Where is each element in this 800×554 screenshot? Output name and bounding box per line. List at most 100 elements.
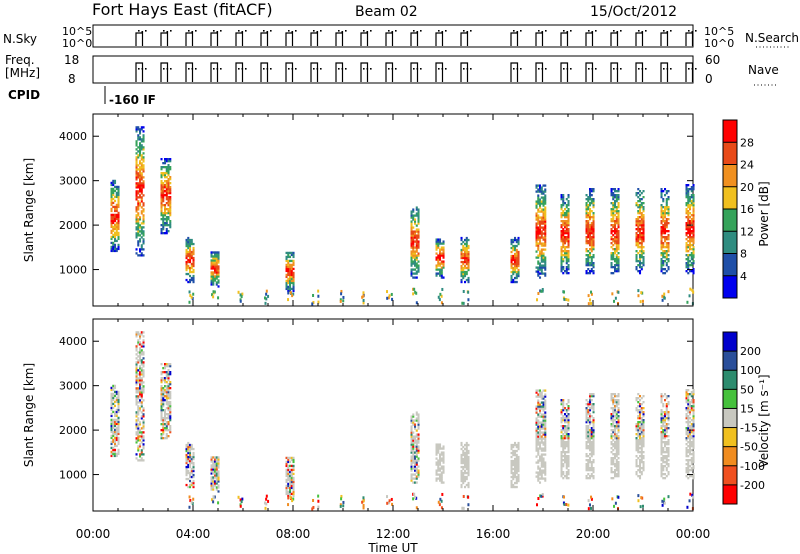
velocity-pixel: [567, 463, 570, 466]
power-pixel: [665, 252, 668, 255]
power-pixel: [685, 194, 688, 197]
velocity-pixel: [160, 423, 163, 426]
power-pixel: [537, 198, 540, 201]
velocity-pixel: [515, 485, 518, 489]
velocity-pixel: [640, 421, 643, 424]
power-pixel: [515, 256, 518, 260]
power-colorbar-swatch: [723, 209, 737, 232]
power-pixel: [112, 191, 115, 195]
velocity-pixel: [589, 403, 592, 406]
power-pixel: [169, 204, 172, 207]
velocity-pixel: [135, 367, 138, 370]
power-pixel: [687, 258, 690, 261]
power-pixel: [590, 216, 593, 219]
power-pixel: [589, 301, 592, 305]
velocity-pixel: [589, 429, 592, 432]
power-pixel: [592, 270, 595, 273]
nave-dot: [613, 68, 615, 70]
velocity-pixel: [189, 449, 192, 453]
velocity-pixel: [692, 495, 695, 499]
power-pixel: [410, 264, 413, 267]
power-pixel: [165, 176, 168, 179]
power-pixel: [662, 252, 665, 255]
velocity-pixel: [610, 413, 613, 416]
velocity-pixel: [692, 391, 695, 394]
power-pixel: [169, 160, 172, 163]
power-pixel: [140, 138, 143, 141]
power-pixel: [617, 290, 620, 294]
velocity-pixel: [667, 463, 670, 466]
velocity-pixel: [567, 429, 570, 432]
velocity-pixel: [464, 443, 467, 447]
velocity-pixel: [592, 393, 595, 396]
power-pixel: [142, 240, 145, 243]
velocity-pixel: [585, 467, 588, 470]
power-pixel: [667, 208, 670, 211]
velocity-pixel: [437, 473, 440, 476]
velocity-pixel: [615, 441, 618, 444]
velocity-pixel: [112, 392, 115, 396]
power-colorbar-swatch: [723, 164, 737, 188]
velocity-pixel: [540, 401, 543, 404]
power-pixel: [639, 254, 642, 257]
nave-dot: [145, 68, 147, 70]
velocity-pixel: [665, 425, 668, 428]
velocity-pixel: [690, 391, 693, 394]
velocity-pixel: [192, 469, 195, 473]
power-pixel: [660, 270, 663, 273]
power-pixel: [292, 261, 295, 265]
power-pixel: [410, 246, 413, 249]
power-pixel: [410, 250, 413, 253]
velocity-pixel: [639, 461, 642, 464]
velocity-pixel: [662, 405, 665, 408]
velocity-pixel: [537, 419, 540, 422]
velocity-pixel: [685, 469, 688, 472]
power-pixel: [162, 196, 165, 199]
power-pixel: [362, 291, 365, 295]
power-pixel: [442, 266, 445, 269]
velocity-pixel: [217, 474, 220, 477]
power-pixel: [585, 198, 588, 201]
velocity-pixel: [610, 423, 613, 426]
velocity-pixel: [160, 389, 163, 392]
velocity-pixel: [137, 409, 140, 412]
velocity-pixel: [215, 478, 218, 481]
velocity-pixel: [585, 407, 588, 410]
power-pixel: [539, 202, 542, 205]
power-pixel: [464, 274, 467, 278]
power-pixel: [417, 266, 420, 269]
velocity-pixel: [412, 449, 415, 452]
velocity-pixel: [140, 351, 143, 354]
power-pixel: [289, 289, 292, 293]
velocity-pixel: [662, 423, 665, 426]
power-pixel: [165, 192, 168, 195]
power-pixel: [642, 250, 645, 253]
power-pixel: [567, 210, 570, 213]
nsearch-dot: [345, 30, 347, 32]
velocity-colorbar-swatch: [723, 484, 737, 505]
velocity-pixel: [544, 445, 547, 448]
power-pixel: [417, 240, 420, 243]
power-pixel: [517, 240, 520, 244]
power-pixel: [217, 253, 220, 256]
velocity-pixel: [544, 473, 547, 476]
power-pixel: [617, 214, 620, 217]
power-pixel: [617, 236, 620, 239]
power-pixel: [189, 254, 192, 258]
power-pixel: [437, 264, 440, 267]
velocity-pixel: [690, 431, 693, 434]
power-pixel: [567, 236, 570, 239]
power-pixel: [664, 212, 667, 215]
velocity-pixel: [465, 477, 468, 481]
velocity-pixel: [689, 437, 692, 440]
power-pixel: [467, 258, 470, 262]
velocity-pixel: [192, 447, 195, 451]
velocity-pixel: [112, 430, 115, 434]
nave-dot: [513, 68, 515, 70]
velocity-pixel: [185, 465, 188, 469]
velocity-pixel: [585, 431, 588, 434]
power-pixel: [114, 233, 117, 237]
velocity-pixel: [139, 373, 142, 376]
velocity-pixel: [435, 453, 438, 456]
power-pixel: [117, 235, 120, 239]
